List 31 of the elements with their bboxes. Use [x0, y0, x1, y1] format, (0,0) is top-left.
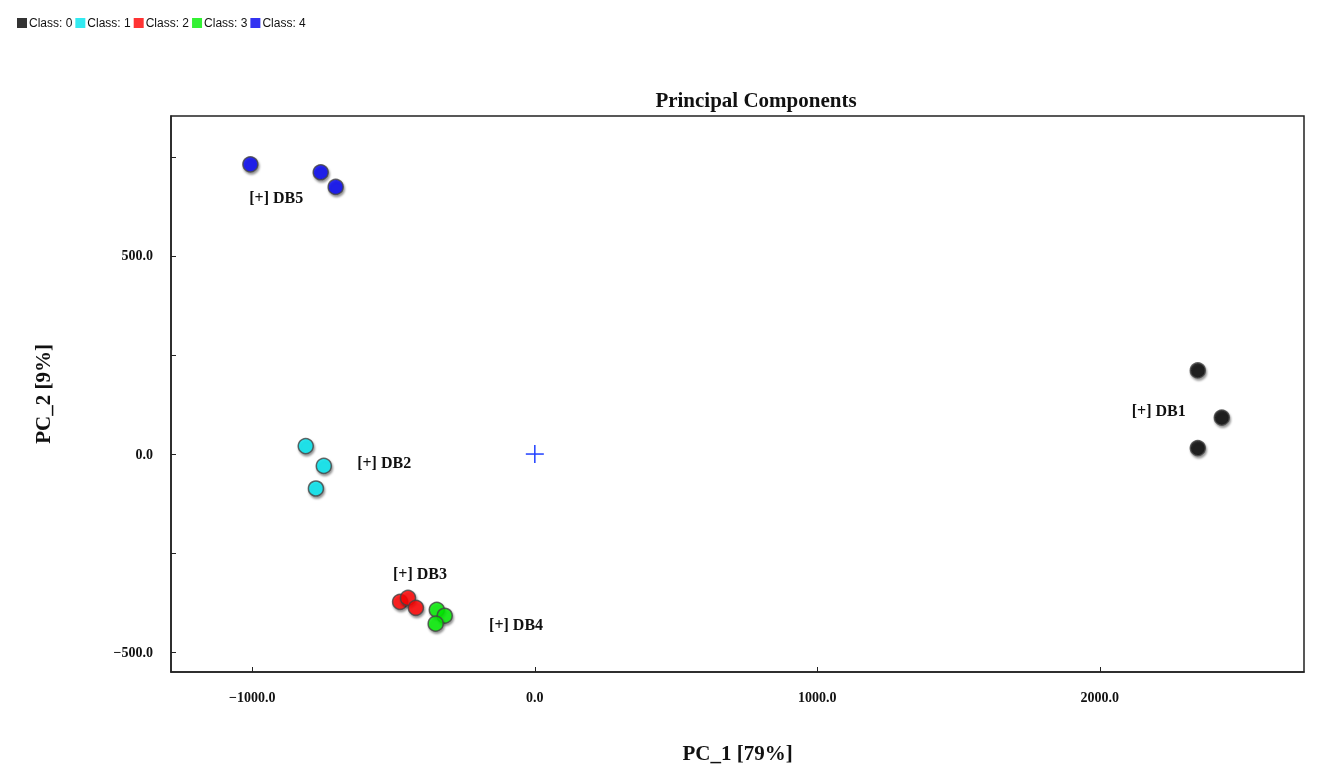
point	[307, 480, 325, 497]
annotation: [+] DB4	[489, 615, 544, 633]
legend-label: Class: 1	[87, 16, 132, 30]
point	[407, 599, 425, 617]
chart-title: Principal Components	[655, 87, 857, 112]
point	[1189, 439, 1207, 457]
y-tick-label: −500.0	[113, 644, 153, 660]
point	[315, 457, 333, 475]
y-tick-label: 500.0	[121, 248, 153, 264]
x-tick-label: −1000.0	[229, 689, 276, 705]
y-axis-title: PC_2 [9%]	[30, 344, 55, 444]
legend-label: Class: 3	[204, 16, 248, 30]
annotation: [+] DB3	[392, 565, 447, 583]
point	[427, 615, 444, 632]
y-tick-label: 0.0	[135, 446, 153, 462]
annotation: [+] DB1	[1131, 401, 1186, 419]
legend-label: Class: 0	[29, 16, 73, 30]
legend-label: Class: 4	[262, 16, 307, 30]
point	[327, 178, 344, 196]
point	[1189, 362, 1207, 379]
x-tick-label: 0.0	[526, 689, 544, 705]
annotation: [+] DB2	[357, 454, 412, 472]
x-axis-title: PC_1 [79%]	[682, 740, 793, 765]
legend-label: Class: 2	[145, 16, 190, 30]
point	[297, 437, 314, 455]
point	[1213, 409, 1231, 426]
x-tick-label: 1000.0	[798, 689, 837, 705]
point	[312, 164, 329, 181]
point	[242, 156, 259, 173]
x-tick-label: 2000.0	[1080, 689, 1120, 705]
annotation: [+] DB5	[249, 189, 304, 207]
